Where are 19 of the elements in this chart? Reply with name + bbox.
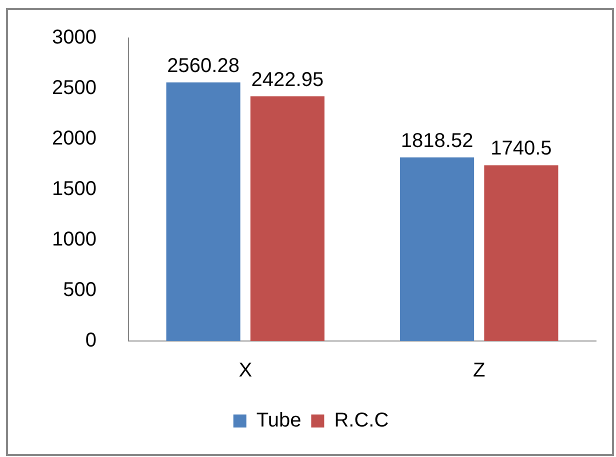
data-label: 2560.28: [167, 54, 240, 77]
y-tick-label: 3000: [52, 26, 96, 49]
data-label: 1818.52: [400, 130, 474, 152]
x-tick-label: X: [238, 360, 252, 382]
y-tick-label: 0: [85, 330, 96, 352]
bar: [250, 96, 324, 341]
bar: [400, 157, 474, 341]
data-label: 2422.95: [251, 68, 324, 91]
y-tick-label: 1000: [52, 228, 96, 251]
legend-label: R.C.C: [334, 410, 389, 432]
data-label: 1740.5: [490, 138, 552, 160]
y-tick-label: 2500: [52, 77, 96, 100]
bar: [484, 165, 558, 341]
y-tick-label: 1500: [52, 178, 96, 200]
x-tick-label: Z: [473, 360, 486, 382]
y-tick-label: 2000: [52, 128, 96, 150]
legend-label: Tube: [256, 410, 302, 432]
bar: [166, 82, 240, 341]
y-tick-label: 500: [63, 279, 96, 302]
